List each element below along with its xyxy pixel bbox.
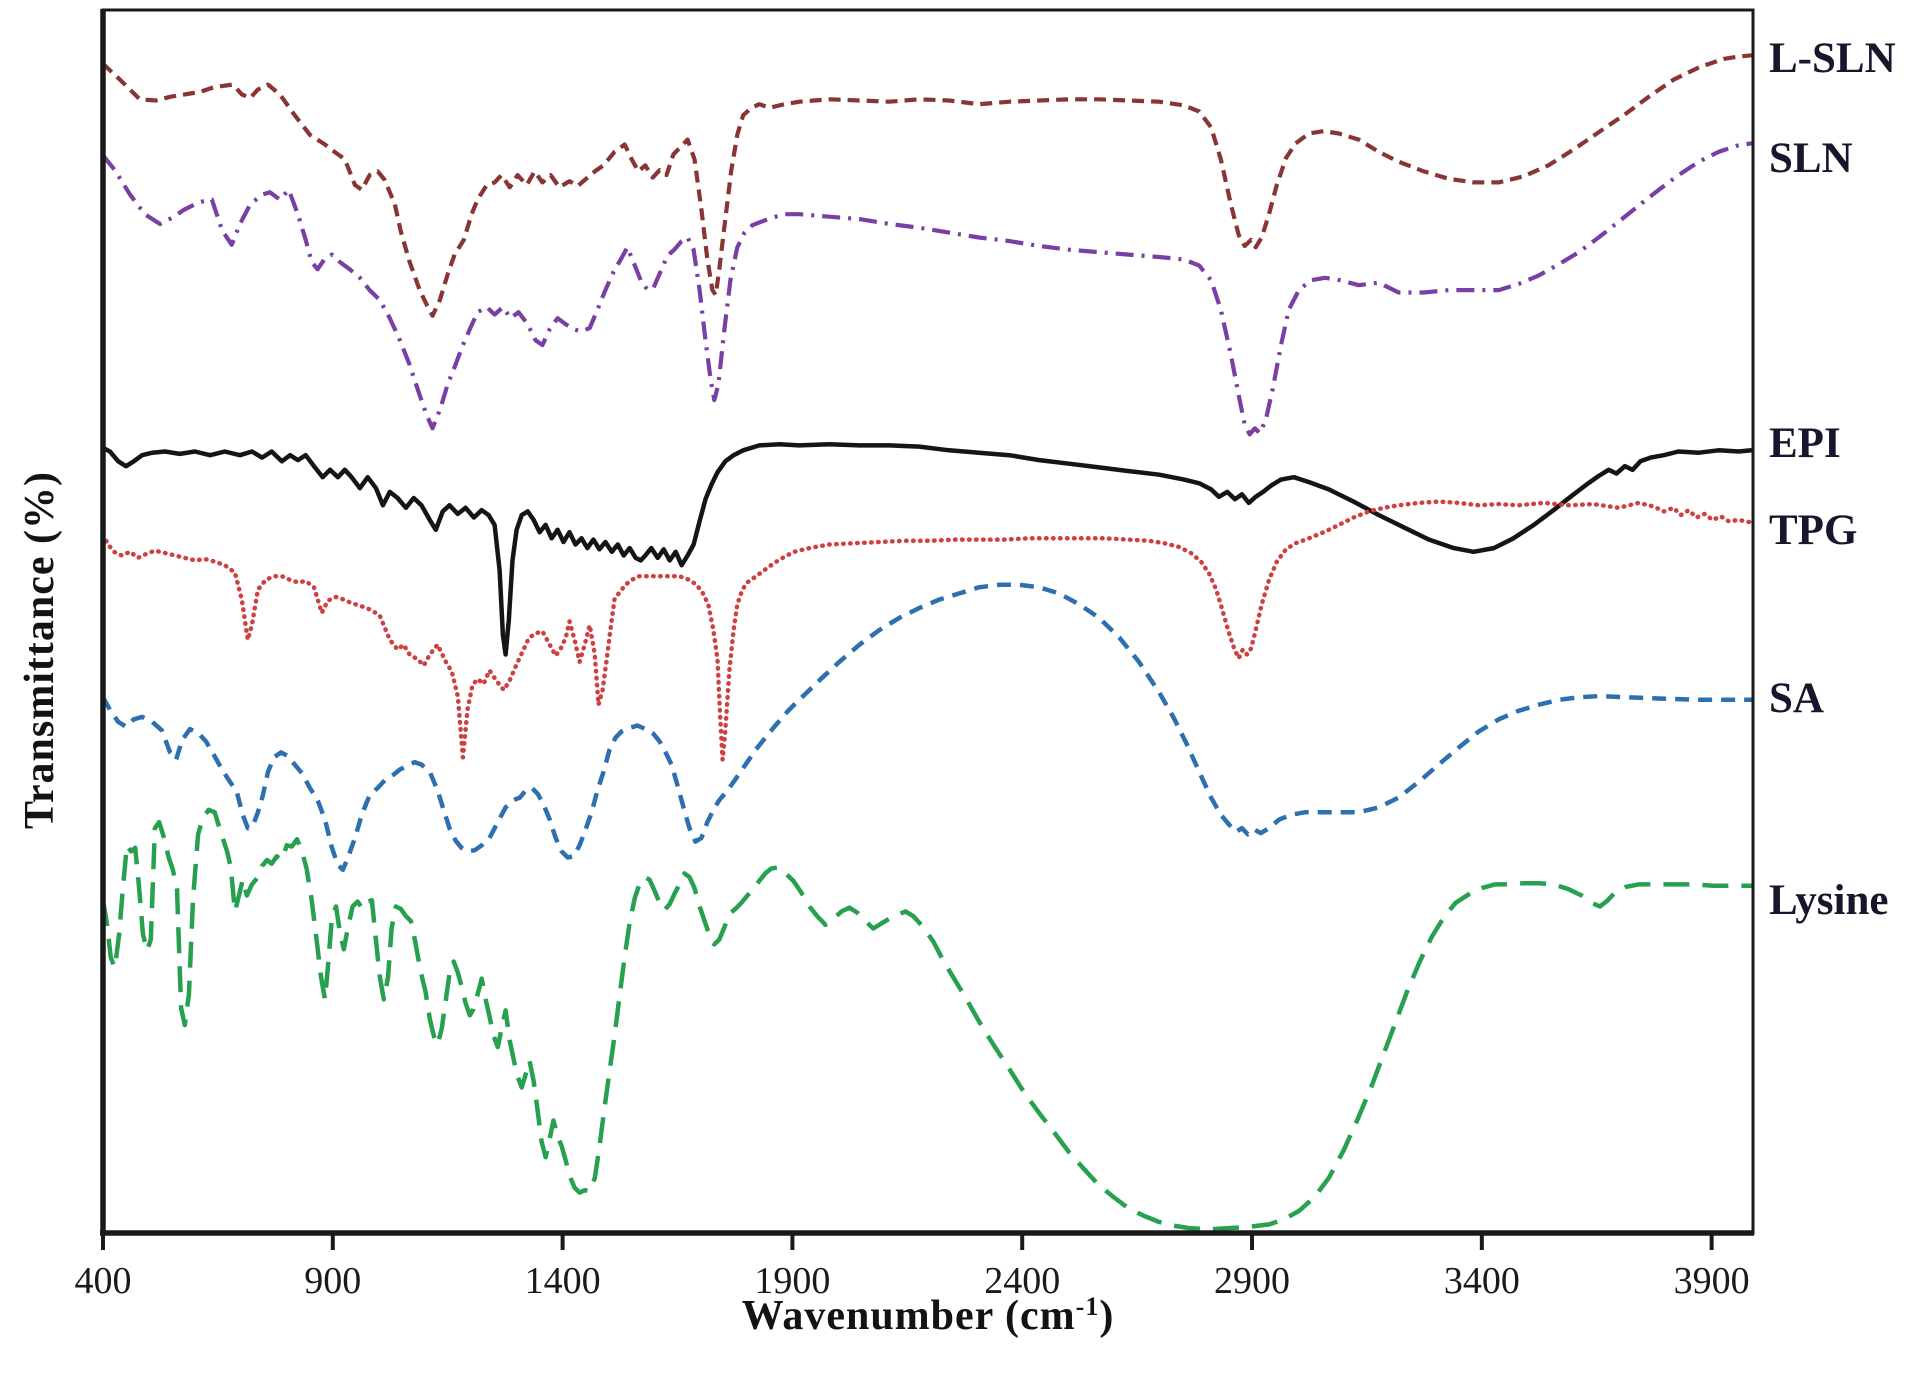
series-label-sa: SA [1769,675,1824,722]
plot-border [101,8,1755,1235]
x-tick-label: 2900 [1214,1260,1290,1302]
series-label-sln: SLN [1769,135,1853,182]
series-tpg [100,499,1754,762]
x-axis-title-close: ) [1099,1293,1115,1339]
x-axis-title-text: Wavenumber (cm [741,1293,1076,1339]
x-tick-label: 2400 [984,1260,1060,1302]
series-sln [101,141,1752,437]
series-label-lysine: Lysine [1769,877,1889,924]
y-axis-title: Transmittance (%) [17,471,63,829]
x-axis-title-superscript: -1 [1075,1292,1100,1321]
x-tick-label: 1400 [525,1260,601,1302]
series-sa [101,582,1752,873]
series-label-epi: EPI [1769,420,1841,467]
series-l-sln [101,53,1752,318]
series-label-tpg: TPG [1769,507,1857,554]
x-axis-title: Wavenumber (cm-1) [103,1292,1753,1340]
series-label-l-sln: L-SLN [1769,35,1896,82]
x-tick-label: 900 [304,1260,361,1302]
x-tick-label: 400 [75,1260,132,1302]
x-tick-label: 1900 [754,1260,830,1302]
x-tick-label: 3400 [1444,1260,1520,1302]
x-tick-label: 3900 [1674,1260,1750,1302]
series-epi [101,441,1752,657]
series-lysine [100,807,1752,1232]
